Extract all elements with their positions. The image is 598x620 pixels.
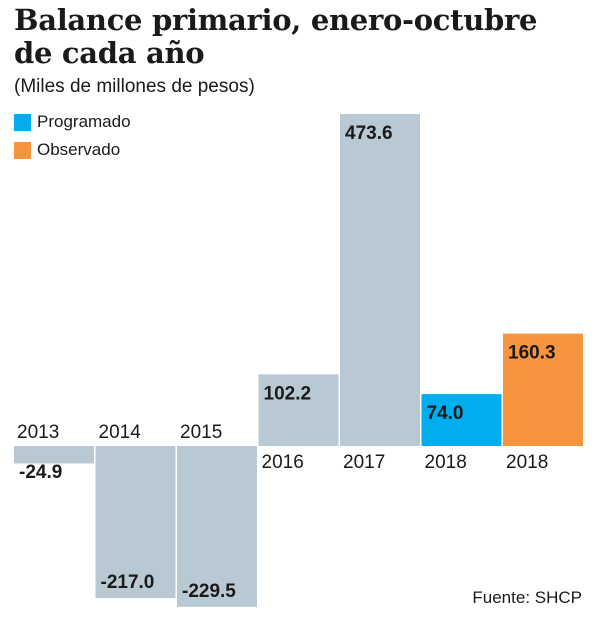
bar-2015-2 <box>177 446 257 607</box>
value-label-2: -229.5 <box>182 581 236 602</box>
value-label-3: 102.2 <box>264 383 312 404</box>
category-label-4: 2017 <box>343 452 385 473</box>
bar-2018-5 <box>421 394 502 446</box>
bar-2014-1 <box>95 446 176 599</box>
value-label-4: 473.6 <box>345 123 393 144</box>
legend-swatch-observado <box>14 141 31 159</box>
bar-2018-6 <box>503 333 583 446</box>
chart-title: Balance primario, enero-octubre de cada … <box>14 3 538 70</box>
legend-item-programado: Programado <box>14 108 131 136</box>
legend-label-observado: Observado <box>37 140 121 159</box>
category-label-1: 2014 <box>99 422 142 443</box>
value-label-5: 74.0 <box>427 403 464 424</box>
bar-2013-0 <box>14 446 94 464</box>
category-label-2: 2015 <box>180 422 222 443</box>
legend-item-observado: Observado <box>14 136 131 164</box>
category-label-0: 2013 <box>17 422 59 443</box>
value-label-1: -217.0 <box>101 572 155 593</box>
value-label-0: -24.9 <box>19 462 62 483</box>
category-label-3: 2016 <box>262 452 304 473</box>
source-note: Fuente: SHCP <box>472 588 582 607</box>
chart-subtitle: (Miles de millones de pesos) <box>14 76 255 97</box>
legend-swatch-programado <box>14 113 31 131</box>
bar-2016-3 <box>258 374 339 446</box>
legend: Programado Observado <box>14 108 131 164</box>
value-label-6: 160.3 <box>508 343 556 364</box>
bar-2017-4 <box>340 114 420 446</box>
category-label-6: 2018 <box>506 452 548 473</box>
legend-label-programado: Programado <box>37 112 131 131</box>
category-label-5: 2018 <box>425 452 467 473</box>
